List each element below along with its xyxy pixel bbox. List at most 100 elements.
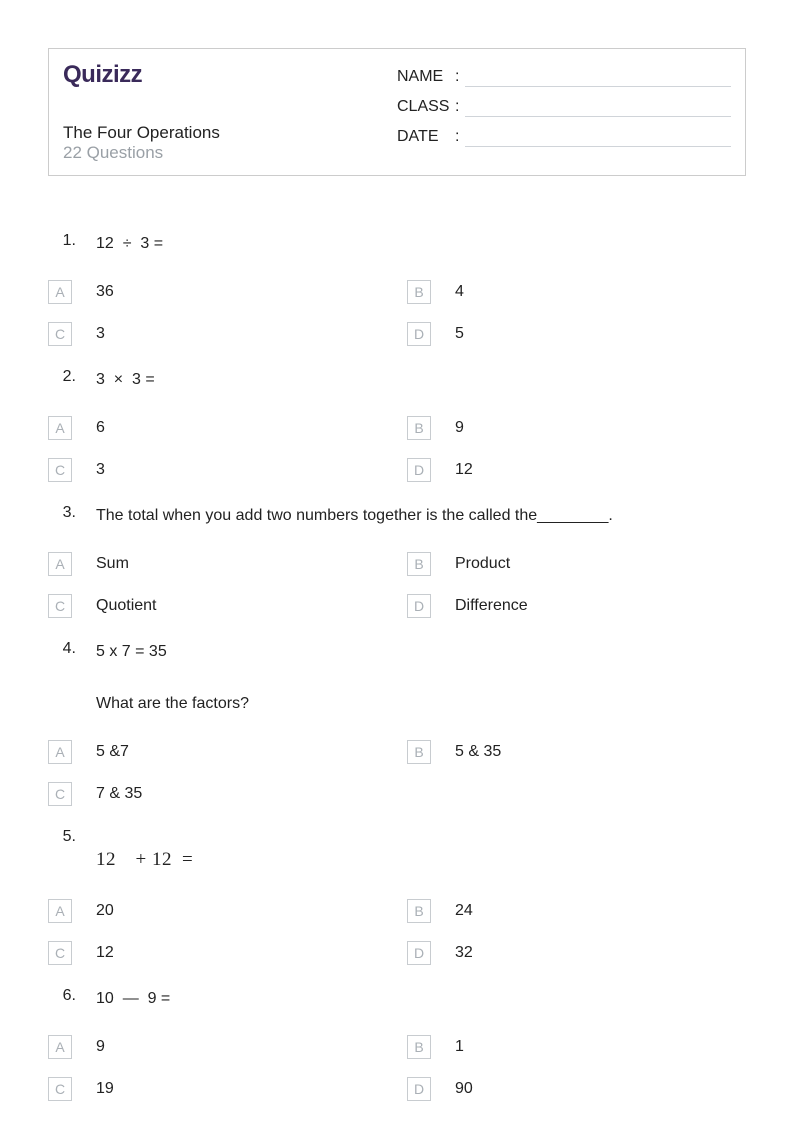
option-text: Quotient bbox=[96, 597, 156, 615]
option[interactable]: B4 bbox=[407, 280, 746, 304]
option-letter-box: A bbox=[48, 740, 72, 764]
option[interactable]: B 5 & 35 bbox=[407, 740, 746, 764]
option[interactable]: D 90 bbox=[407, 1077, 746, 1101]
option-letter-box: C bbox=[48, 458, 72, 482]
header-left: Quizizz The Four Operations 22 Questions bbox=[63, 61, 397, 163]
option[interactable]: B9 bbox=[407, 416, 746, 440]
options-grid: ASum B Product C Quotient D Difference bbox=[48, 552, 746, 618]
question-line: 3 × 3 = bbox=[96, 368, 746, 392]
question-row: 4.5 x 7 = 35What are the factors? bbox=[48, 640, 746, 716]
option[interactable]: A9 bbox=[48, 1035, 387, 1059]
option[interactable]: D32 bbox=[407, 941, 746, 965]
option-letter-box: D bbox=[407, 594, 431, 618]
logo-text: Quizizz bbox=[63, 61, 142, 88]
question-text: 12 + 12 = bbox=[96, 828, 746, 875]
option-letter-box: C bbox=[48, 594, 72, 618]
question-row: 3.The total when you add two numbers tog… bbox=[48, 504, 746, 528]
question-line: 5 x 7 = 35 bbox=[96, 640, 746, 664]
option[interactable]: D12 bbox=[407, 458, 746, 482]
question-line: 12 ÷ 3 = bbox=[96, 232, 746, 256]
option[interactable]: D5 bbox=[407, 322, 746, 346]
question-row: 5.12 + 12 = bbox=[48, 828, 746, 875]
question-math: 12 + 12 = bbox=[96, 846, 746, 875]
option-text: 6 bbox=[96, 419, 105, 437]
option[interactable]: A 36 bbox=[48, 280, 387, 304]
quizizz-logo: Quizizz bbox=[63, 61, 397, 89]
option-letter-box: B bbox=[407, 1035, 431, 1059]
option[interactable]: C3 bbox=[48, 322, 387, 346]
option-letter-box: D bbox=[407, 322, 431, 346]
question-line: What are the factors? bbox=[96, 692, 746, 716]
option[interactable]: C7 & 35 bbox=[48, 782, 387, 806]
option-text: 90 bbox=[455, 1080, 473, 1098]
option-text: 5 & 35 bbox=[455, 743, 501, 761]
options-grid: A 20 B 24 C12 D32 bbox=[48, 899, 746, 965]
option-letter-box: A bbox=[48, 552, 72, 576]
question-line: 10 — 9 = bbox=[96, 987, 746, 1011]
colon: : bbox=[455, 68, 459, 86]
option-letter-box: C bbox=[48, 782, 72, 806]
class-field-row: CLASS: bbox=[397, 97, 731, 117]
header-right: NAME: CLASS: DATE: bbox=[397, 61, 731, 163]
option[interactable]: C3 bbox=[48, 458, 387, 482]
question-text: 3 × 3 = bbox=[96, 368, 746, 392]
option[interactable]: C19 bbox=[48, 1077, 387, 1101]
option[interactable]: A 5 &7 bbox=[48, 740, 387, 764]
option-text: 36 bbox=[96, 283, 114, 301]
option-text: 32 bbox=[455, 944, 473, 962]
option[interactable]: ASum bbox=[48, 552, 387, 576]
question-number: 3. bbox=[48, 504, 96, 522]
question-text: 12 ÷ 3 = bbox=[96, 232, 746, 256]
option-letter-box: B bbox=[407, 740, 431, 764]
options-grid: A36B4C3D5 bbox=[48, 280, 746, 346]
option-text: 24 bbox=[455, 902, 473, 920]
question-number: 5. bbox=[48, 828, 96, 846]
option-letter-box: D bbox=[407, 1077, 431, 1101]
question-block: 2.3 × 3 =A6B9C3D12 bbox=[48, 368, 746, 482]
options-grid: A9B1C19D90 bbox=[48, 1035, 746, 1101]
option-text: Product bbox=[455, 555, 510, 573]
option[interactable]: D Difference bbox=[407, 594, 746, 618]
questions-container: 1.12 ÷ 3 =A36B4C3D52.3 × 3 =A6B9C3D123.T… bbox=[48, 232, 746, 1101]
date-input-line[interactable] bbox=[465, 127, 731, 147]
option-letter-box: B bbox=[407, 552, 431, 576]
question-text: 10 — 9 = bbox=[96, 987, 746, 1011]
name-field-row: NAME: bbox=[397, 67, 731, 87]
option[interactable]: B Product bbox=[407, 552, 746, 576]
name-input-line[interactable] bbox=[465, 67, 731, 87]
options-grid: A 5 &7 B 5 & 35 C7 & 35 bbox=[48, 740, 746, 806]
option[interactable]: B 24 bbox=[407, 899, 746, 923]
option-text: Difference bbox=[455, 597, 528, 615]
option-text: 1 bbox=[455, 1038, 464, 1056]
option-text: 4 bbox=[455, 283, 464, 301]
option-letter-box: A bbox=[48, 280, 72, 304]
class-input-line[interactable] bbox=[465, 97, 731, 117]
option-text: 9 bbox=[96, 1038, 105, 1056]
option-letter-box: A bbox=[48, 1035, 72, 1059]
option[interactable]: C Quotient bbox=[48, 594, 387, 618]
class-label: CLASS bbox=[397, 98, 455, 116]
date-label: DATE bbox=[397, 128, 455, 146]
option[interactable]: B1 bbox=[407, 1035, 746, 1059]
question-row: 1.12 ÷ 3 = bbox=[48, 232, 746, 256]
question-number: 2. bbox=[48, 368, 96, 386]
option[interactable]: A 20 bbox=[48, 899, 387, 923]
option-letter-box: A bbox=[48, 899, 72, 923]
question-block: 1.12 ÷ 3 =A36B4C3D5 bbox=[48, 232, 746, 346]
option-letter-box: C bbox=[48, 1077, 72, 1101]
option-text: 5 &7 bbox=[96, 743, 129, 761]
question-block: 5.12 + 12 = A 20 B 24 C12 D32 bbox=[48, 828, 746, 965]
option-letter-box: B bbox=[407, 899, 431, 923]
option-text: 20 bbox=[96, 902, 114, 920]
option-letter-box: B bbox=[407, 280, 431, 304]
option-letter-box: B bbox=[407, 416, 431, 440]
option-text: 9 bbox=[455, 419, 464, 437]
option[interactable]: C12 bbox=[48, 941, 387, 965]
colon: : bbox=[455, 128, 459, 146]
options-grid: A6B9C3D12 bbox=[48, 416, 746, 482]
option-text: 12 bbox=[455, 461, 473, 479]
question-block: 4.5 x 7 = 35What are the factors?A5 &7B5… bbox=[48, 640, 746, 806]
colon: : bbox=[455, 98, 459, 116]
option[interactable]: A6 bbox=[48, 416, 387, 440]
option-text: 5 bbox=[455, 325, 464, 343]
